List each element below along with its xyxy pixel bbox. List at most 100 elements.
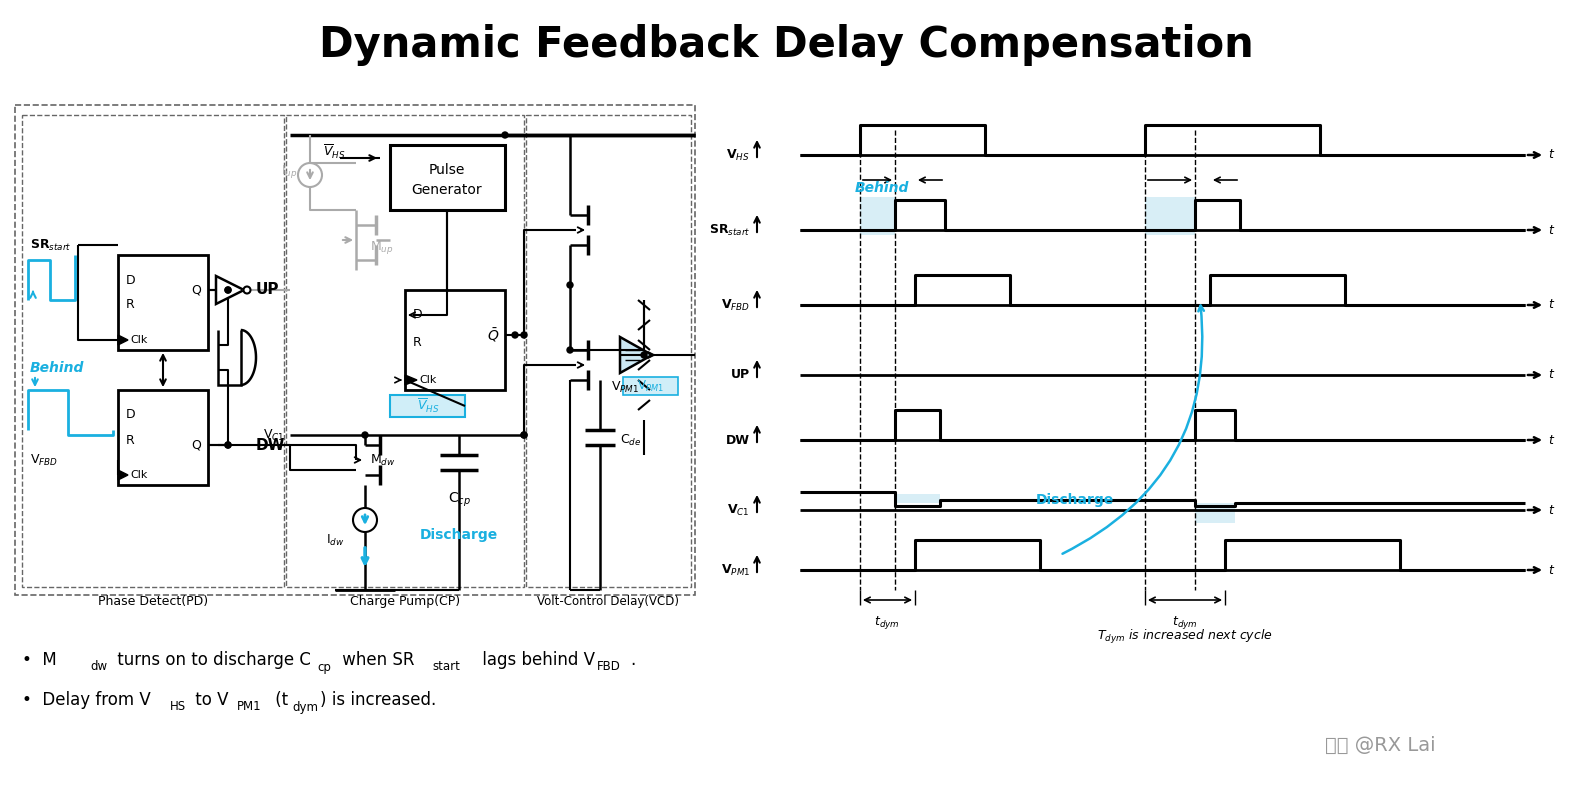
Circle shape: [641, 352, 648, 358]
Circle shape: [501, 132, 508, 138]
Circle shape: [520, 432, 527, 438]
Text: (t: (t: [270, 691, 288, 709]
Text: Generator: Generator: [412, 183, 483, 197]
Text: $\bar{Q}$: $\bar{Q}$: [487, 326, 500, 344]
Circle shape: [225, 442, 231, 448]
Polygon shape: [619, 337, 652, 373]
Text: Dynamic Feedback Delay Compensation: Dynamic Feedback Delay Compensation: [319, 24, 1253, 66]
Text: t: t: [1548, 223, 1553, 237]
Text: M$_{dw}$: M$_{dw}$: [369, 453, 396, 467]
Text: D: D: [126, 274, 135, 286]
Circle shape: [299, 163, 322, 187]
Text: t$_{dym}$: t$_{dym}$: [874, 614, 899, 631]
Text: C$_{cp}$: C$_{cp}$: [448, 491, 470, 509]
Text: dw: dw: [90, 661, 107, 674]
Text: Behind: Behind: [855, 181, 909, 195]
Bar: [118, 390, 208, 485]
Text: D: D: [413, 309, 423, 322]
Polygon shape: [219, 330, 241, 385]
Text: when SR: when SR: [336, 651, 415, 669]
Text: t$_{dym}$: t$_{dym}$: [1173, 614, 1198, 631]
Text: UP: UP: [256, 282, 280, 298]
Text: t: t: [1548, 369, 1553, 382]
Text: V$_{PM1}$: V$_{PM1}$: [612, 379, 640, 394]
Circle shape: [567, 282, 574, 288]
Text: D: D: [126, 409, 135, 422]
Text: t: t: [1548, 503, 1553, 517]
Text: R: R: [126, 298, 135, 311]
Text: t: t: [1548, 149, 1553, 162]
Text: Behind: Behind: [30, 361, 85, 375]
Bar: [527, 115, 692, 587]
Text: Q: Q: [192, 283, 201, 297]
Text: DW: DW: [726, 434, 750, 446]
Text: cp: cp: [318, 661, 330, 674]
Text: Clk: Clk: [420, 375, 437, 385]
Circle shape: [225, 442, 231, 448]
Text: FBD: FBD: [597, 661, 621, 674]
Text: ) is increased.: ) is increased.: [321, 691, 437, 709]
Text: T$_{dym}$ is increased next cycle: T$_{dym}$ is increased next cycle: [1097, 628, 1273, 646]
Bar: [1144, 197, 1195, 235]
Text: SR$_{start}$: SR$_{start}$: [30, 238, 71, 253]
Text: V$_{FBD}$: V$_{FBD}$: [30, 453, 58, 467]
Circle shape: [225, 287, 231, 293]
Bar: [390, 395, 465, 417]
Text: Charge Pump(CP): Charge Pump(CP): [351, 595, 461, 608]
Text: V$_{C1}$: V$_{C1}$: [264, 427, 285, 442]
Circle shape: [354, 508, 377, 532]
Text: .: .: [630, 651, 635, 669]
Text: start: start: [432, 661, 461, 674]
Circle shape: [567, 347, 574, 353]
Bar: [390, 145, 505, 210]
Text: V$_{FBD}$: V$_{FBD}$: [722, 298, 750, 313]
Text: •  Delay from V: • Delay from V: [22, 691, 151, 709]
Bar: [1195, 503, 1236, 523]
Text: V$_{HS}$: V$_{HS}$: [726, 147, 750, 162]
Bar: [16, 105, 695, 595]
Polygon shape: [406, 375, 417, 385]
Text: t: t: [1548, 298, 1553, 311]
Text: C$_{de}$: C$_{de}$: [619, 433, 641, 447]
Text: dym: dym: [292, 701, 318, 714]
Text: Phase Detect(PD): Phase Detect(PD): [97, 595, 208, 608]
Text: PM1: PM1: [237, 701, 261, 714]
Text: Clk: Clk: [130, 470, 148, 480]
Text: HS: HS: [170, 701, 185, 714]
Text: 知乎 @RX Lai: 知乎 @RX Lai: [1325, 735, 1435, 754]
Text: R: R: [126, 434, 135, 446]
Text: Discharge: Discharge: [420, 528, 498, 542]
Text: I$_{dw}$: I$_{dw}$: [327, 533, 344, 547]
Circle shape: [225, 287, 231, 293]
Text: Volt-Control Delay(VCD): Volt-Control Delay(VCD): [538, 595, 679, 608]
Circle shape: [520, 332, 527, 338]
Circle shape: [244, 286, 250, 294]
Polygon shape: [215, 276, 244, 304]
Text: turns on to discharge C: turns on to discharge C: [112, 651, 311, 669]
Text: $\overline{V}_{HS}$: $\overline{V}_{HS}$: [417, 397, 439, 415]
Bar: [286, 115, 523, 587]
Text: I$_{up}$: I$_{up}$: [281, 163, 299, 181]
Polygon shape: [118, 335, 127, 345]
Text: V$_{C1}$: V$_{C1}$: [728, 502, 750, 518]
Bar: [22, 115, 285, 587]
Bar: [894, 494, 940, 503]
Text: V$_{PM1}$: V$_{PM1}$: [720, 562, 750, 578]
Text: lags behind V: lags behind V: [476, 651, 594, 669]
Text: M$_{up}$: M$_{up}$: [369, 239, 393, 257]
Circle shape: [520, 432, 527, 438]
Text: Discharge: Discharge: [1036, 493, 1115, 507]
Text: to V: to V: [190, 691, 228, 709]
Text: t: t: [1548, 434, 1553, 446]
Bar: [406, 290, 505, 390]
Bar: [118, 255, 208, 350]
Circle shape: [244, 286, 250, 294]
Circle shape: [362, 432, 368, 438]
Text: Clk: Clk: [130, 335, 148, 345]
Text: Pulse: Pulse: [429, 163, 465, 177]
Polygon shape: [118, 470, 127, 480]
Text: V$_{PM1}$: V$_{PM1}$: [637, 378, 663, 394]
Text: DW: DW: [256, 438, 286, 453]
Text: R: R: [413, 335, 421, 349]
Text: •  M: • M: [22, 651, 57, 669]
